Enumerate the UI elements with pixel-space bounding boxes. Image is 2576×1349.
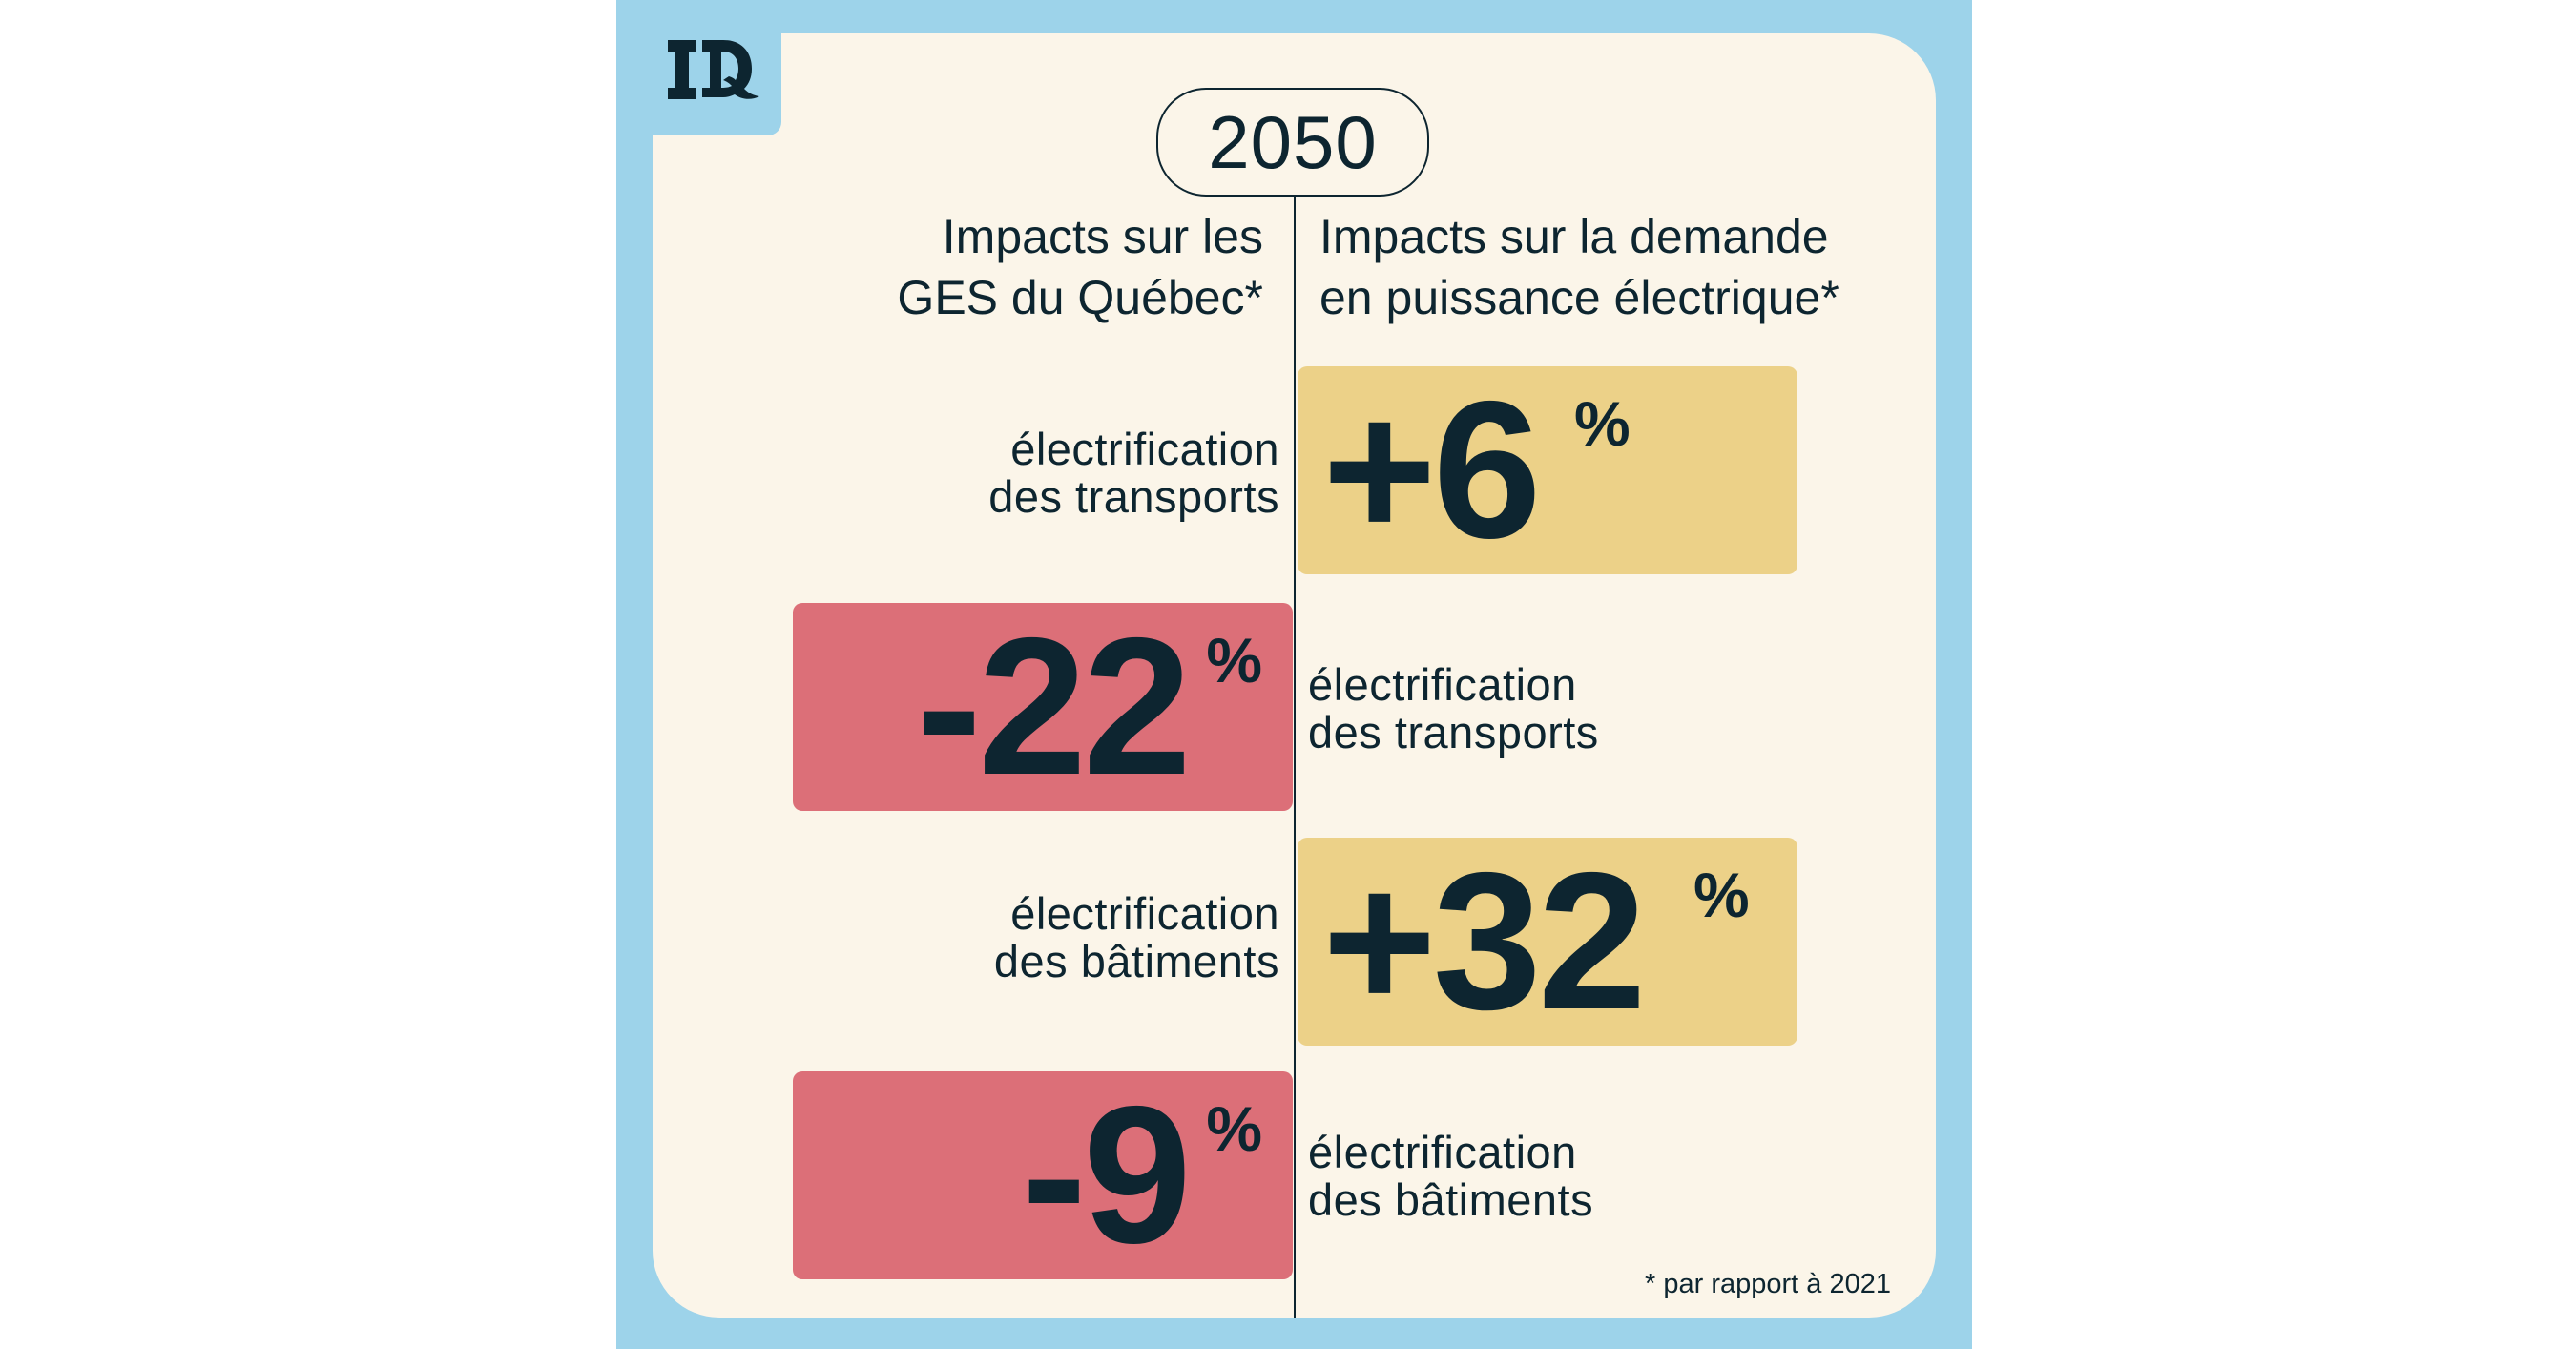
row-label-line: électrification xyxy=(1308,659,1577,710)
power-buildings-stat: +32 % xyxy=(1298,838,1797,1046)
stat-value: +6 xyxy=(1322,361,1542,579)
stat-value: +32 xyxy=(1322,832,1647,1050)
power-demand-heading-line: Impacts sur la demande xyxy=(1319,210,1829,263)
ges-transport-stat: -22 % xyxy=(793,603,1293,811)
iq-logo xyxy=(668,40,759,99)
row-label-line: des bâtiments xyxy=(993,936,1279,986)
stat-unit: % xyxy=(1206,1093,1262,1164)
stat-unit: % xyxy=(1206,625,1262,695)
ges-buildings-stat: -9 % xyxy=(793,1071,1293,1279)
stat-unit: % xyxy=(1693,860,1750,930)
row-label-line: électrification xyxy=(1010,888,1279,939)
row-label: électrification des bâtiments xyxy=(1308,1129,1593,1224)
row-label-line: des transports xyxy=(1308,707,1599,758)
ges-heading: Impacts sur les GES du Québec* xyxy=(897,206,1263,328)
power-demand-heading-line: en puissance électrique* xyxy=(1319,271,1839,324)
stat-unit: % xyxy=(1574,388,1631,459)
row-label-line: électrification xyxy=(1308,1127,1577,1177)
ges-heading-line: Impacts sur les xyxy=(942,210,1263,263)
footnote: * par rapport à 2021 xyxy=(1645,1269,1891,1299)
stat-value: -9 xyxy=(1021,1066,1192,1284)
power-transport-stat: +6 % xyxy=(1298,366,1797,574)
row-label-line: électrification xyxy=(1010,424,1279,474)
row-label-line: des bâtiments xyxy=(1308,1174,1594,1225)
center-divider xyxy=(1294,197,1296,1318)
year-badge: 2050 xyxy=(1156,88,1429,197)
power-demand-heading: Impacts sur la demande en puissance élec… xyxy=(1319,206,1839,328)
ges-heading-line: GES du Québec* xyxy=(897,271,1263,324)
row-label: électrification des transports xyxy=(988,425,1279,521)
row-label: électrification des bâtiments xyxy=(994,890,1279,986)
row-label-line: des transports xyxy=(988,471,1279,522)
row-label: électrification des transports xyxy=(1308,661,1599,757)
stat-value: -22 xyxy=(916,597,1192,816)
